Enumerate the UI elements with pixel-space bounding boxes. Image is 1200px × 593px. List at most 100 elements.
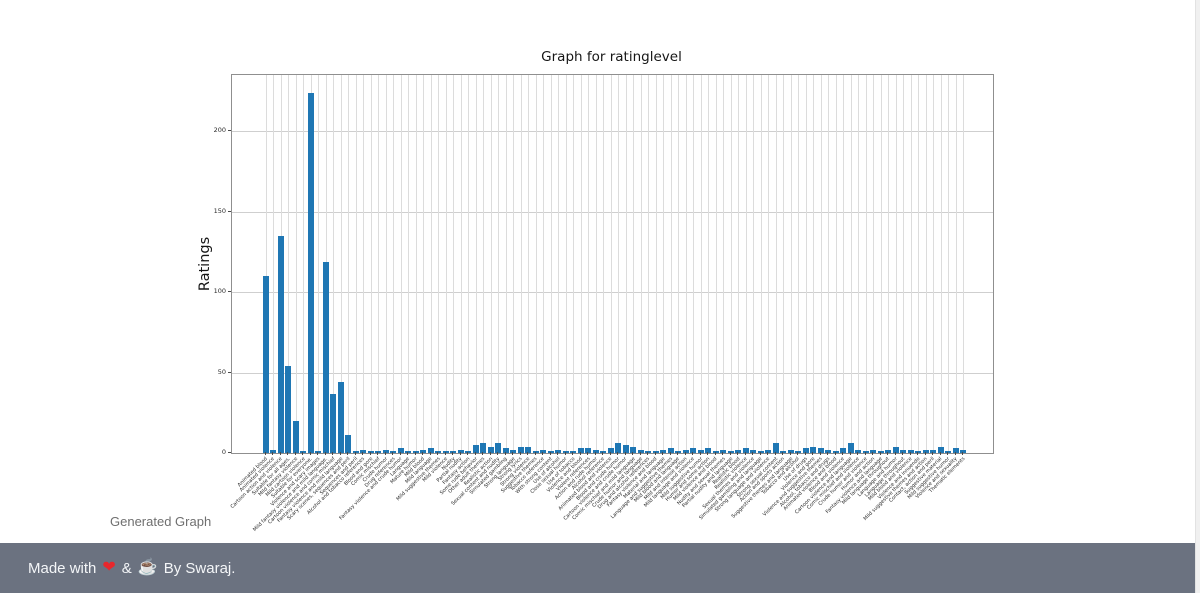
v-gridline [790,75,792,453]
x-tick-mark [909,452,911,455]
x-tick-mark [317,452,318,455]
x-tick-mark [549,452,551,455]
bar [652,451,659,453]
bar [832,451,839,453]
bar [412,451,419,453]
x-tick-mark [692,452,693,455]
bar [615,443,621,453]
v-gridline [925,75,927,453]
footer-text-made-with: Made with [28,559,97,577]
x-tick-mark [407,452,408,455]
y-tick-mark [228,291,231,293]
bar [960,449,966,453]
y-axis-label: Ratings [197,236,213,292]
x-tick-mark [707,452,708,455]
bar [337,382,344,453]
v-gridline [783,75,784,453]
x-tick-mark [842,452,843,455]
v-gridline [768,75,769,453]
y-tick-label: 150 [213,206,226,215]
v-gridline [505,75,507,453]
v-gridline [663,75,664,453]
v-gridline [655,75,657,453]
v-gridline [670,75,672,453]
v-gridline [738,75,739,453]
v-gridline [460,75,462,453]
v-gridline [730,75,732,453]
x-tick-mark [887,452,888,455]
bar [405,451,411,453]
v-gridline [603,75,604,453]
bar [525,446,531,453]
x-tick-mark [347,452,348,455]
v-gridline [888,75,889,453]
x-tick-mark [287,452,288,455]
bar [435,451,441,453]
x-tick-mark [579,452,581,455]
v-gridline [948,75,949,453]
bar [870,449,876,453]
x-tick-mark [272,452,273,455]
v-gridline [423,75,424,453]
v-gridline [798,75,799,453]
bar [397,448,404,453]
bar [277,235,284,453]
bar [945,451,951,453]
plot-area [231,74,994,454]
bar [787,449,794,453]
v-gridline [520,75,522,453]
bar [315,451,321,453]
bar [420,449,426,453]
x-tick-mark [624,452,626,455]
v-gridline [760,75,762,453]
x-tick-mark [639,452,641,455]
bar [307,92,314,453]
x-tick-mark [362,452,363,455]
bar [735,449,741,453]
bar [585,448,591,453]
bar [360,449,366,453]
v-gridline [528,75,529,453]
v-gridline [678,75,679,453]
bar [780,451,786,453]
x-tick-mark [302,452,303,455]
x-tick-mark [954,452,956,455]
v-gridline [895,75,897,453]
bar [292,420,299,453]
x-tick-mark [392,452,393,455]
bar [667,448,674,453]
x-tick-mark [744,452,746,455]
v-gridline [438,75,439,453]
bar [375,451,381,453]
bar [705,448,711,453]
bar [742,448,749,453]
x-tick-mark [819,452,821,455]
v-gridline [303,75,304,453]
v-gridline [378,75,379,453]
bar [892,446,899,453]
x-tick-mark [369,452,371,455]
bar [862,451,869,453]
x-tick-mark [617,452,618,455]
x-tick-mark [827,452,828,455]
v-gridline [340,75,342,453]
scrollbar[interactable] [1195,0,1200,593]
x-tick-mark [602,452,603,455]
footer-text-author: By Swaraj. [163,559,236,577]
bar [390,451,396,453]
bar [607,448,614,453]
bar [427,448,434,453]
v-gridline [865,75,867,453]
v-gridline [685,75,687,453]
x-tick-mark [519,452,521,455]
bar [952,448,959,453]
bar [937,446,944,453]
v-gridline [393,75,394,453]
v-gridline [318,75,319,453]
x-tick-mark [872,452,873,455]
v-gridline [633,75,634,453]
v-gridline [775,75,777,453]
v-gridline [558,75,559,453]
v-gridline [475,75,477,453]
x-tick-mark [864,452,866,455]
